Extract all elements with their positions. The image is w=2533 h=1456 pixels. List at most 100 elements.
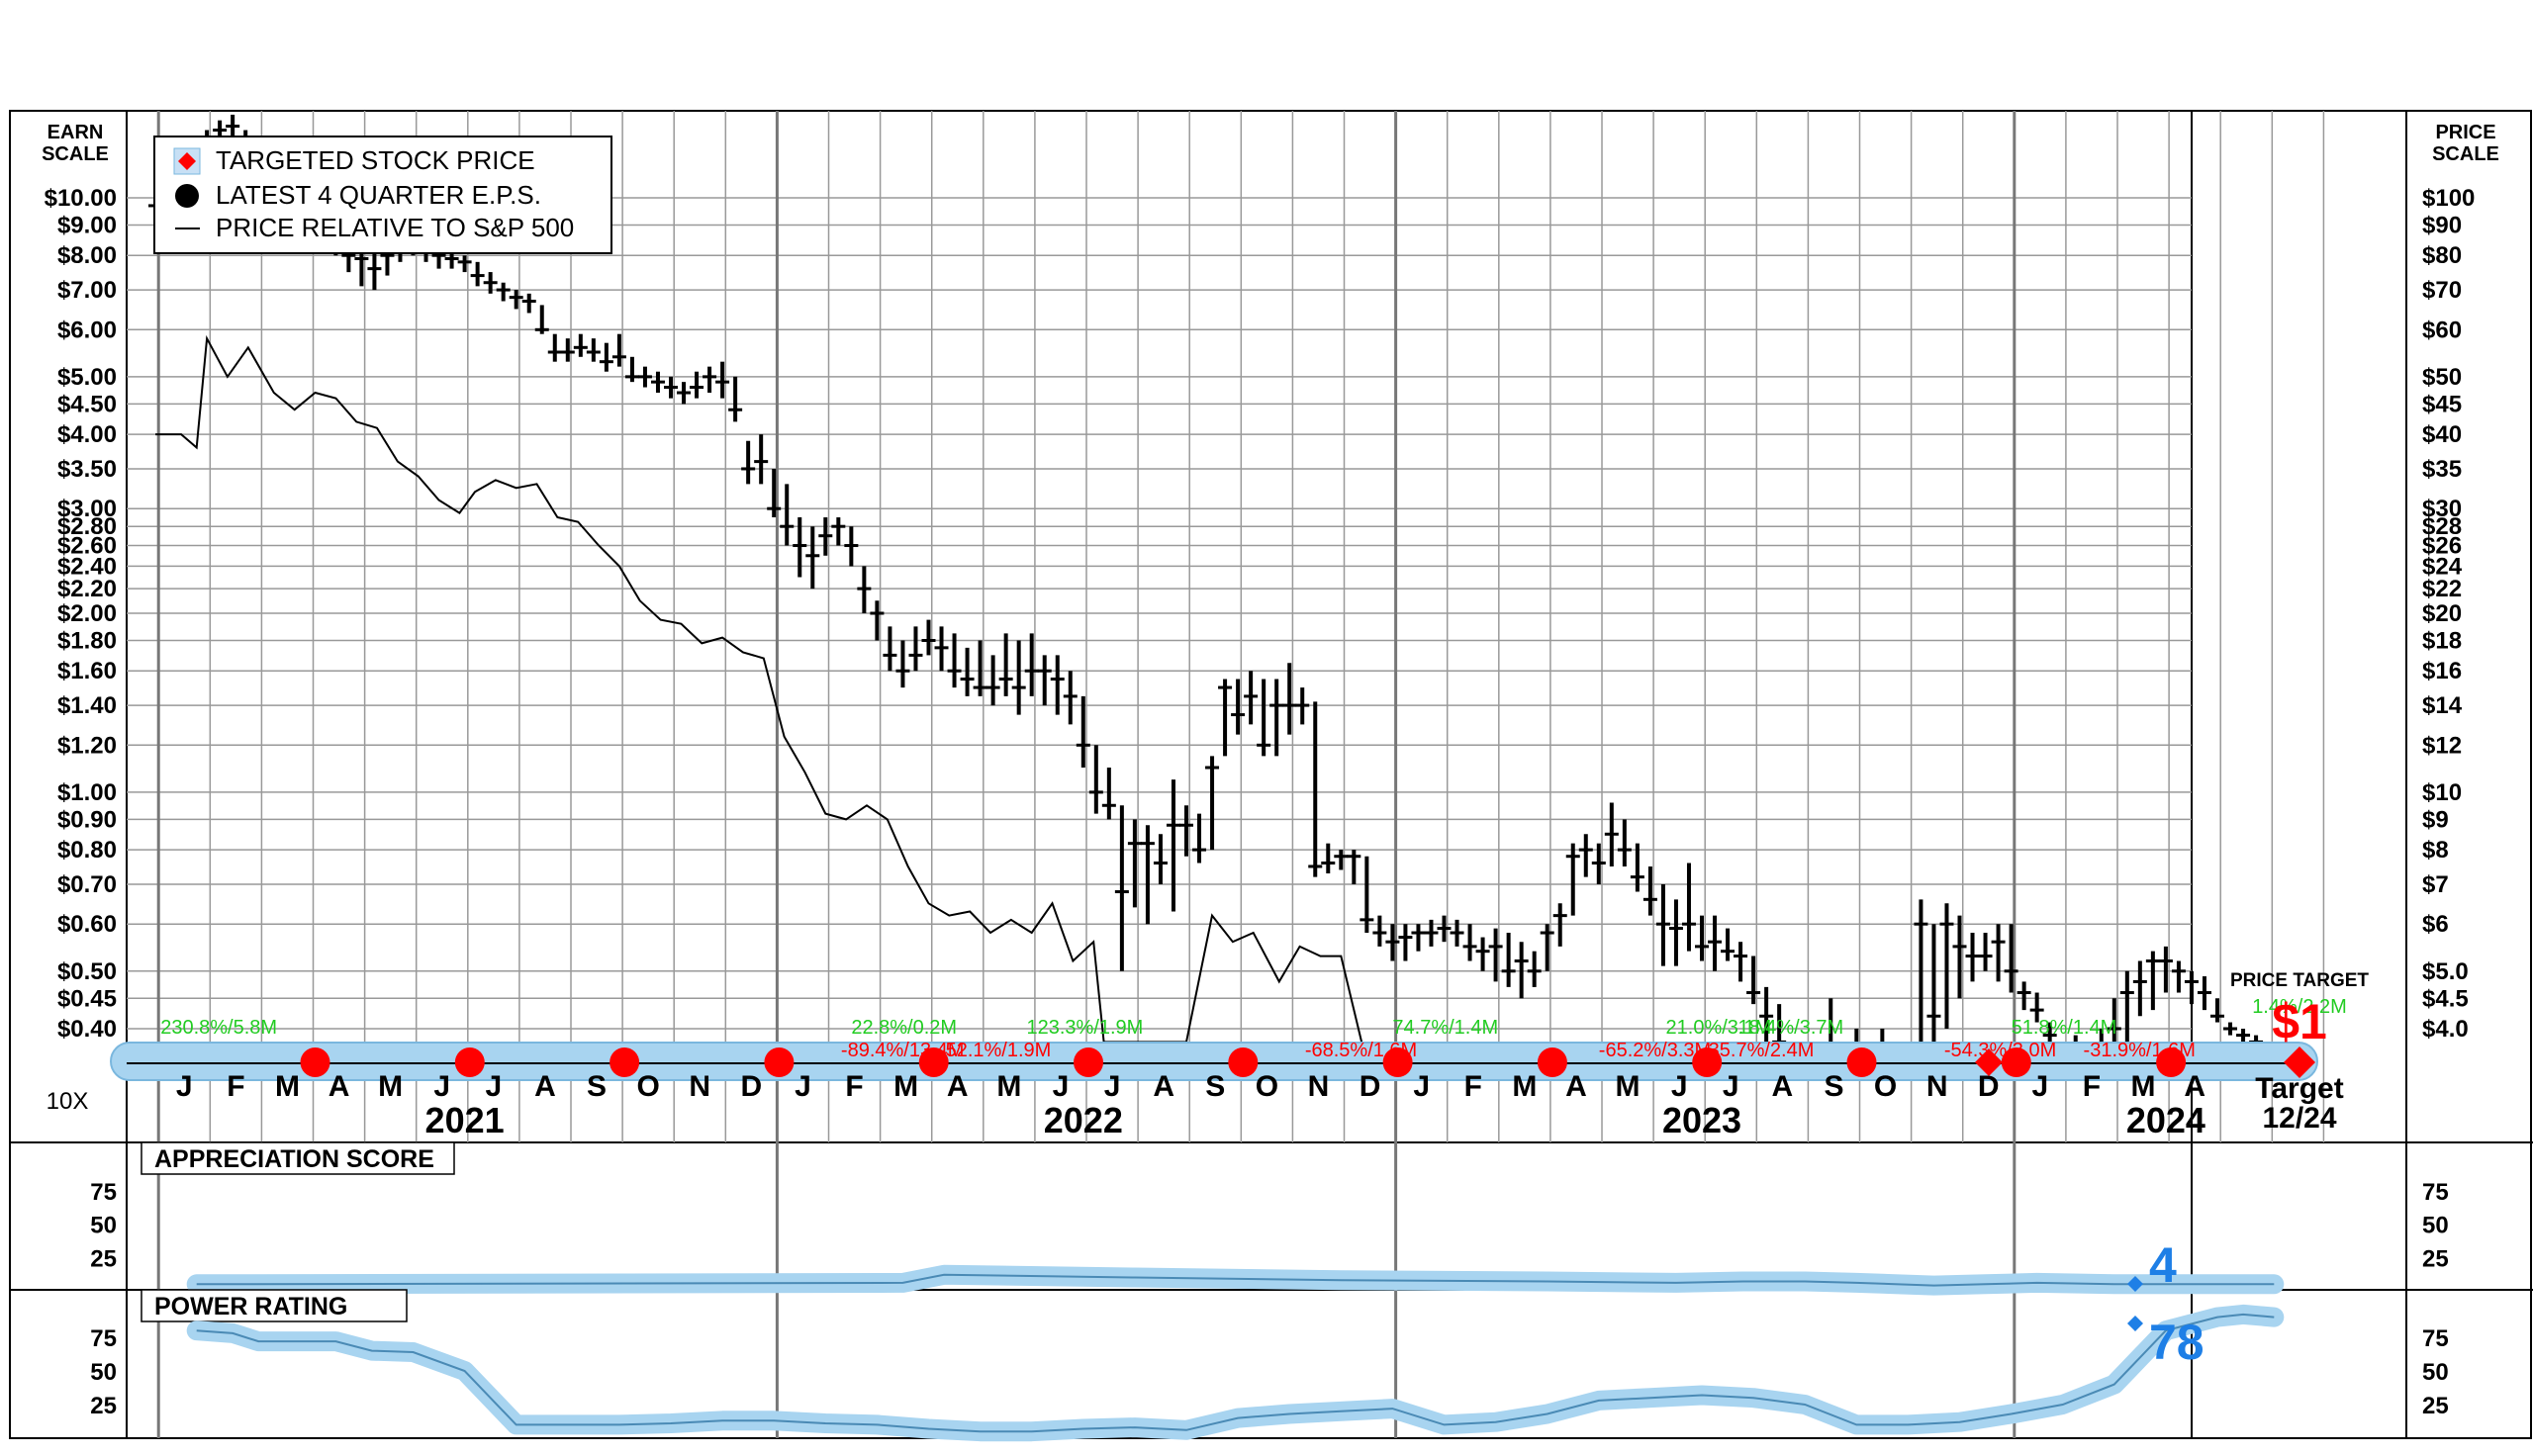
year-label: 2022 — [1044, 1100, 1123, 1140]
price-bar — [2004, 924, 2018, 993]
month-label: F — [845, 1070, 863, 1103]
month-label: D — [741, 1070, 763, 1103]
month-label: J — [1723, 1070, 1739, 1103]
price-bar — [754, 434, 769, 485]
appreciation-tick-left: 25 — [90, 1245, 117, 1272]
quarter-annotation: -65.2%/3.3M — [1599, 1040, 1711, 1061]
earn-tick-label: $3.50 — [57, 456, 117, 483]
price-bar — [1630, 843, 1644, 892]
price-bar — [1218, 679, 1233, 757]
price-bar — [2029, 992, 2044, 1023]
price-tick-label: $8 — [2422, 837, 2449, 864]
power-tick-left: 25 — [90, 1393, 117, 1419]
month-label: J — [176, 1070, 193, 1103]
quarter-annotation: -68.5%/1.6M — [1305, 1040, 1417, 1061]
price-bar — [1475, 937, 1490, 971]
month-label: M — [275, 1070, 300, 1103]
price-bar — [496, 282, 511, 302]
month-label: J — [2032, 1070, 2049, 1103]
price-bar — [547, 333, 562, 362]
price-bar — [611, 333, 626, 367]
relative-to-sp500-line — [155, 334, 1363, 1044]
price-bar — [1088, 745, 1103, 814]
earn-tick-label: $0.40 — [57, 1016, 117, 1043]
eps-dot — [1692, 1047, 1723, 1077]
month-label: A — [534, 1070, 556, 1103]
price-bar — [1050, 655, 1065, 715]
price-tick-label: $40 — [2422, 421, 2462, 448]
price-tick-label: $20 — [2422, 600, 2462, 627]
price-bar — [1540, 924, 1554, 971]
earn-tick-label: $5.00 — [57, 364, 117, 391]
price-tick-label: $7 — [2422, 871, 2449, 898]
legend-target-icon — [178, 152, 196, 170]
month-label: A — [2184, 1070, 2205, 1103]
price-tick-label: $35 — [2422, 456, 2462, 483]
year-label: 2024 — [2126, 1100, 2205, 1140]
price-bar — [1269, 679, 1284, 757]
price-bar — [1360, 856, 1374, 934]
month-label: M — [378, 1070, 403, 1103]
year-labels: 2021 2022 2023 2024 — [425, 1100, 2205, 1140]
month-label: A — [1565, 1070, 1587, 1103]
price-tick-label: $24 — [2422, 553, 2463, 580]
price-bar — [1063, 671, 1078, 725]
price-bar — [1424, 919, 1439, 947]
month-label: M — [1616, 1070, 1641, 1103]
eps-dot — [1846, 1047, 1877, 1077]
price-bar — [2119, 970, 2134, 1043]
quarter-annotation: 51.8%/1.4M — [2012, 1017, 2117, 1039]
price-bar — [960, 647, 975, 696]
price-bar — [1205, 756, 1220, 851]
month-label: M — [2131, 1070, 2156, 1103]
price-bar — [2158, 946, 2173, 993]
price-tick-label: $26 — [2422, 533, 2462, 560]
price-tick-label: $5.0 — [2422, 958, 2469, 985]
earn-tick-label: $0.50 — [57, 958, 117, 985]
price-bar — [1501, 933, 1516, 987]
year-label: 2021 — [425, 1100, 505, 1140]
price-bar — [1334, 850, 1349, 870]
earn-scale-ticks: $10.00$9.00 $8.00 $7.00 $6.00 $5.00$4.50 $4.0… — [45, 185, 117, 1043]
power-line-glow — [186, 1304, 2285, 1442]
month-label: F — [1464, 1070, 1482, 1103]
price-bar — [1231, 679, 1246, 735]
price-bar — [1411, 924, 1426, 952]
price-bar — [2132, 960, 2147, 1017]
eps-dot — [1537, 1047, 1567, 1077]
price-bar — [2017, 981, 2031, 1011]
price-bar — [521, 293, 536, 314]
earn-tick-label: $2.60 — [57, 533, 117, 560]
year-label: 2023 — [1662, 1100, 1741, 1140]
earn-tick-label: $0.80 — [57, 837, 117, 864]
month-label: D — [1978, 1070, 2000, 1103]
appreciation-latest-marker — [2127, 1276, 2143, 1292]
price-tick-label: $100 — [2422, 185, 2475, 212]
earn-tick-label: $6.00 — [57, 317, 117, 343]
price-bar — [560, 338, 575, 362]
price-bar — [1514, 942, 1529, 999]
price-bar — [1617, 819, 1632, 866]
appreciation-line — [196, 1273, 2275, 1287]
earn-tick-label: $10.00 — [45, 185, 117, 212]
earn-tick-label: $1.40 — [57, 692, 117, 719]
price-bar — [805, 526, 820, 590]
price-bar — [1192, 813, 1207, 864]
earn-tick-label: $2.20 — [57, 576, 117, 602]
quarter-annotation: 123.3%/1.9M — [1026, 1017, 1143, 1039]
price-bar — [1552, 903, 1567, 947]
eps-dot — [2001, 1047, 2031, 1077]
price-bar — [921, 619, 936, 656]
price-bar — [1591, 843, 1606, 884]
eps-dot — [764, 1047, 795, 1077]
month-label: J — [433, 1070, 450, 1103]
price-bar — [1166, 779, 1180, 912]
earn-tick-label: $1.80 — [57, 627, 117, 654]
eps-dot — [300, 1047, 330, 1077]
month-label: F — [227, 1070, 244, 1103]
eps-dot — [610, 1047, 640, 1077]
price-bar — [1011, 640, 1026, 715]
price-bar — [1708, 915, 1723, 971]
price-bar — [1179, 805, 1193, 857]
